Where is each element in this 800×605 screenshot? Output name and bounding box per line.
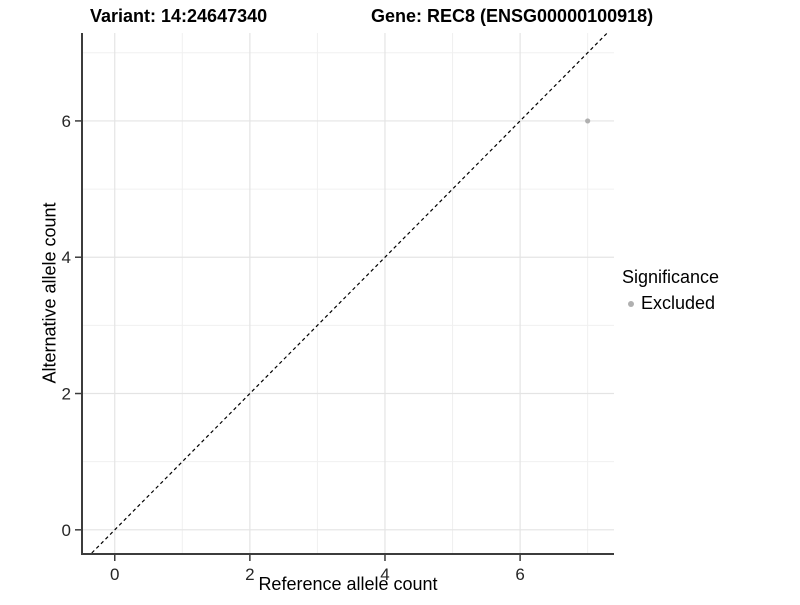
legend: Significance Excluded — [622, 267, 719, 314]
legend-item-excluded: Excluded — [622, 293, 719, 314]
legend-key — [622, 295, 639, 312]
x-tick-label: 4 — [380, 565, 389, 584]
y-tick-label: 2 — [62, 385, 71, 404]
x-axis-title: Reference allele count — [258, 574, 438, 594]
y-axis-title: Alternative allele count — [39, 202, 60, 384]
plot-title-gene: Gene: REC8 (ENSG00000100918) — [371, 6, 654, 26]
identity-dashed-line — [91, 32, 608, 554]
x-tick-label: 2 — [245, 565, 254, 584]
legend-key-dot — [627, 300, 634, 307]
x-tick-label: 0 — [110, 565, 119, 584]
y-tick-label: 6 — [62, 112, 71, 131]
legend-title: Significance — [622, 267, 720, 287]
x-tick-label: 6 — [515, 565, 524, 584]
legend-item-label: Excluded — [641, 293, 716, 313]
plot-title-variant: Variant: 14:24647340 — [90, 6, 268, 26]
y-tick-label: 0 — [62, 521, 71, 540]
y-tick-label: 4 — [62, 248, 71, 267]
data-point — [585, 118, 591, 124]
